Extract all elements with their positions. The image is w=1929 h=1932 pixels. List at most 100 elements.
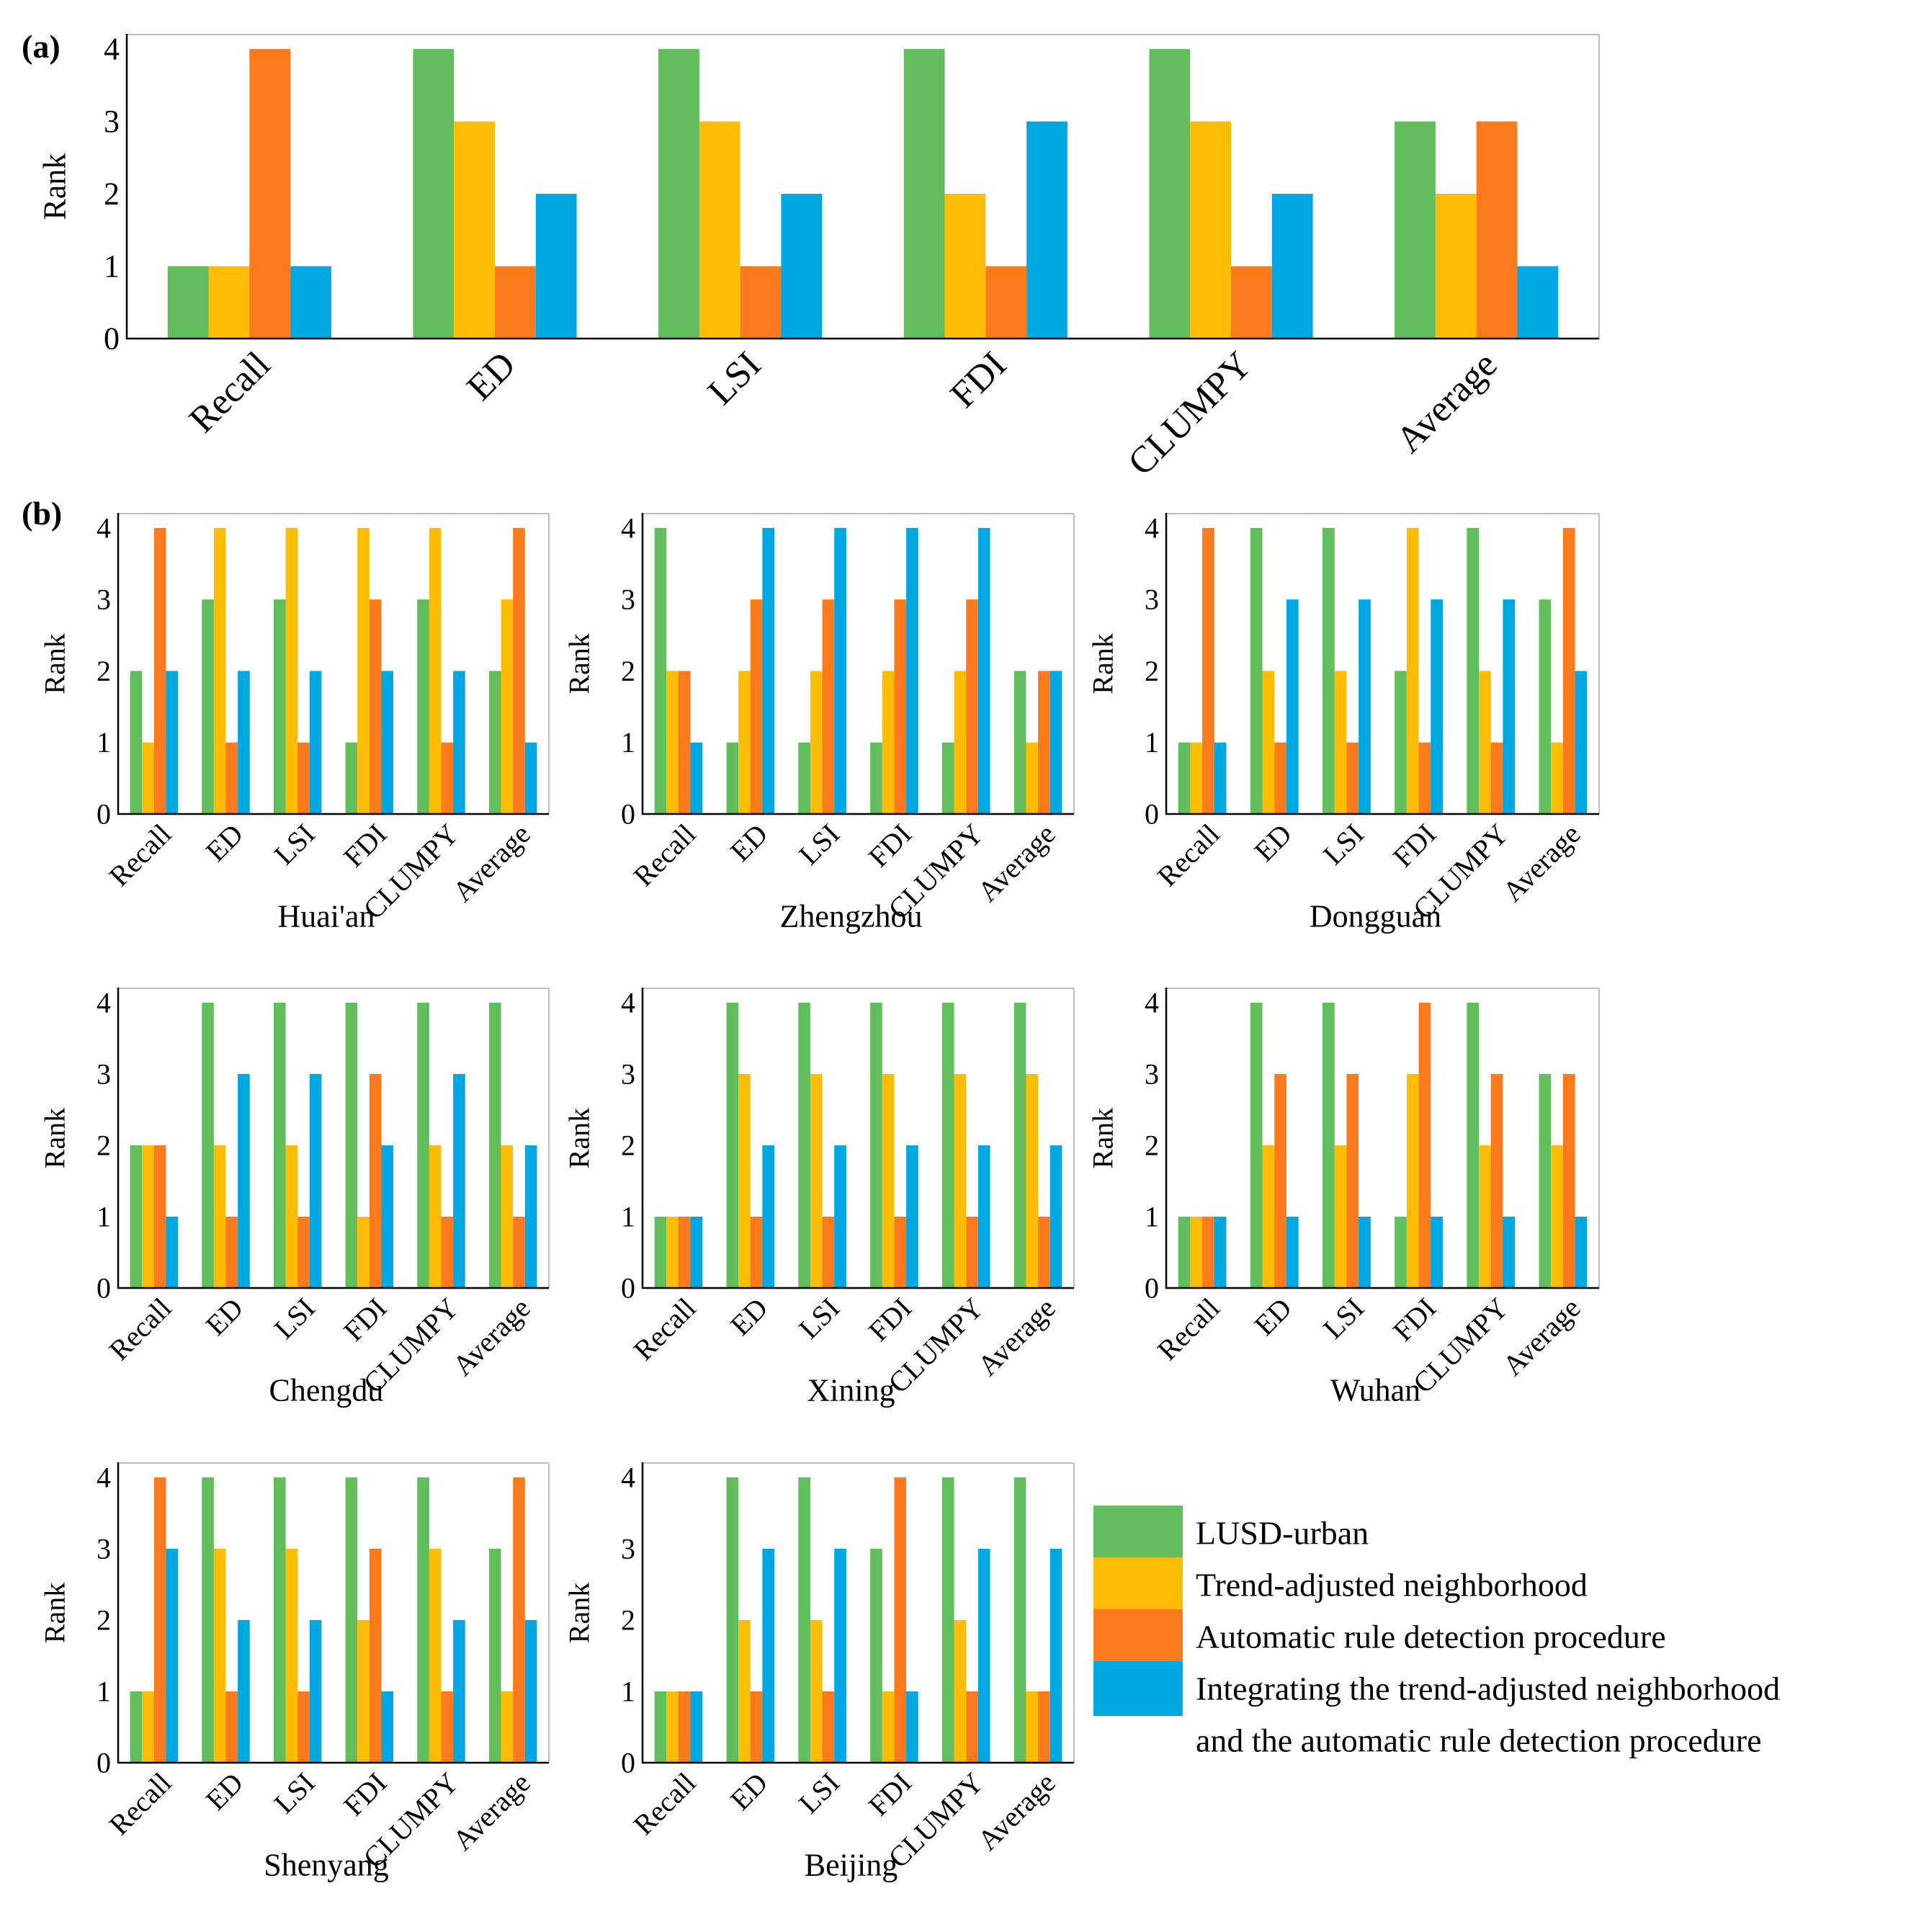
ytick-b5-2: 2 — [621, 1129, 635, 1161]
ytick-b6-4: 4 — [1145, 986, 1159, 1019]
bar-b3-lsi-s3 — [1346, 742, 1359, 814]
bar-b2-fdi-s3 — [894, 599, 907, 814]
y-axis-label-b2: Rank — [563, 633, 596, 694]
bar-b4-clumpy-s3 — [441, 1216, 454, 1288]
bar-b1-average-s4 — [524, 742, 537, 814]
bar-b7-average-s2 — [501, 1691, 514, 1763]
xtick-b2-recall: Recall — [627, 818, 702, 893]
bar-b5-fdi-s3 — [894, 1216, 907, 1288]
panel-label-b: (b) — [22, 495, 62, 532]
bar-b4-lsi-s1 — [273, 1002, 286, 1288]
ytick-b3-3: 3 — [1145, 583, 1159, 616]
ytick-b7-2: 2 — [97, 1604, 111, 1636]
legend-swatch-2 — [1093, 1557, 1183, 1612]
legend-swatch-4 — [1093, 1661, 1183, 1716]
bar-b7-average-s1 — [488, 1548, 501, 1763]
bar-b8-lsi-s2 — [810, 1619, 823, 1763]
bar-b6-recall-s2 — [1190, 1216, 1203, 1288]
bar-b2-average-s3 — [1038, 671, 1050, 814]
panel-title-wuhan: Wuhan — [1330, 1373, 1420, 1408]
xtick-b8-fdi: FDI — [862, 1766, 918, 1822]
bar-b6-recall-s4 — [1214, 1216, 1227, 1288]
xtick-b6-lsi: LSI — [1317, 1292, 1370, 1345]
bar-b1-fdi-s3 — [369, 599, 382, 814]
bar-b1-average-s2 — [501, 599, 514, 814]
bar-b2-clumpy-s4 — [977, 527, 990, 814]
xtick-b8-ed: ED — [724, 1766, 774, 1817]
bar-b2-clumpy-s3 — [966, 599, 978, 814]
bar-b1-fdi-s2 — [357, 527, 370, 814]
xtick-a-average: Average — [1389, 344, 1505, 461]
bar-b7-lsi-s1 — [273, 1477, 286, 1763]
bar-b6-recall-s3 — [1202, 1216, 1214, 1288]
legend-swatch-3 — [1093, 1609, 1183, 1664]
bar-b4-clumpy-s4 — [453, 1073, 465, 1288]
ytick-b3-2: 2 — [1145, 655, 1159, 687]
legend: LUSD-urban Trend-adjusted neighborhood Aut… — [1093, 1506, 1780, 1759]
bar-b8-lsi-s4 — [834, 1548, 846, 1763]
ytick-a-0: 0 — [104, 321, 120, 357]
bar-b4-fdi-s1 — [345, 1002, 358, 1288]
bar-b4-average-s4 — [524, 1145, 537, 1288]
bar-b8-clumpy-s4 — [977, 1548, 990, 1763]
bar-b2-ed-s3 — [750, 599, 763, 814]
ytick-b5-1: 1 — [621, 1200, 635, 1233]
ytick-b8-1: 1 — [621, 1675, 635, 1707]
bar-b8-ed-s1 — [726, 1477, 739, 1763]
xtick-b7-recall: Recall — [102, 1766, 177, 1841]
bar-b8-clumpy-s3 — [966, 1691, 978, 1763]
bar-a-ed-s3 — [495, 266, 536, 339]
bar-b3-fdi-s3 — [1418, 742, 1431, 814]
bar-b5-lsi-s2 — [810, 1073, 823, 1288]
bar-b1-recall-s4 — [166, 671, 179, 814]
bar-b3-average-s1 — [1539, 599, 1552, 814]
bar-b8-fdi-s1 — [870, 1548, 882, 1763]
bar-b1-clumpy-s3 — [441, 742, 454, 814]
bar-b2-fdi-s1 — [870, 742, 882, 814]
bar-b4-clumpy-s1 — [417, 1002, 429, 1288]
bar-b7-fdi-s4 — [381, 1691, 394, 1763]
bar-a-recall-s1 — [167, 266, 209, 339]
bar-b3-average-s2 — [1551, 742, 1563, 814]
bar-b4-fdi-s4 — [381, 1145, 394, 1288]
ytick-b4-4: 4 — [97, 986, 111, 1019]
panel-title-chengdu: Chengdu — [269, 1373, 384, 1408]
bar-a-clumpy-s3 — [1231, 266, 1272, 339]
bar-b6-fdi-s4 — [1431, 1216, 1443, 1288]
bar-b2-recall-s3 — [678, 671, 691, 814]
bar-b1-ed-s1 — [202, 599, 214, 814]
bar-a-recall-s3 — [249, 49, 291, 339]
bar-b7-clumpy-s3 — [441, 1691, 454, 1763]
bar-b1-clumpy-s2 — [429, 527, 442, 814]
bar-b4-fdi-s3 — [369, 1073, 382, 1288]
bar-b2-lsi-s3 — [822, 599, 835, 814]
bar-b6-average-s2 — [1551, 1145, 1563, 1288]
xtick-b1-ed: ED — [200, 818, 250, 868]
ytick-b1-4: 4 — [97, 511, 111, 544]
bar-b5-clumpy-s2 — [954, 1073, 967, 1288]
xtick-b5-average: Average — [971, 1292, 1062, 1382]
ytick-b8-4: 4 — [621, 1461, 635, 1493]
legend-label-4-line-1: Integrating the trend-adjusted neighborh… — [1196, 1671, 1780, 1707]
bar-b4-average-s3 — [513, 1216, 525, 1288]
y-axis-label-b1: Rank — [39, 633, 71, 694]
bar-b4-recall-s2 — [142, 1145, 154, 1288]
bar-b6-fdi-s1 — [1395, 1216, 1407, 1288]
ytick-b8-3: 3 — [621, 1532, 635, 1565]
bar-a-ed-s2 — [454, 121, 495, 339]
bar-b8-ed-s2 — [738, 1619, 751, 1763]
ytick-b8-2: 2 — [621, 1604, 635, 1636]
xtick-b6-fdi: FDI — [1387, 1292, 1442, 1347]
bar-b3-fdi-s1 — [1395, 671, 1407, 814]
ytick-b2-2: 2 — [621, 655, 635, 687]
bar-b7-lsi-s3 — [297, 1691, 310, 1763]
bar-a-average-s3 — [1476, 121, 1518, 339]
y-axis-label-b4: Rank — [39, 1108, 71, 1168]
